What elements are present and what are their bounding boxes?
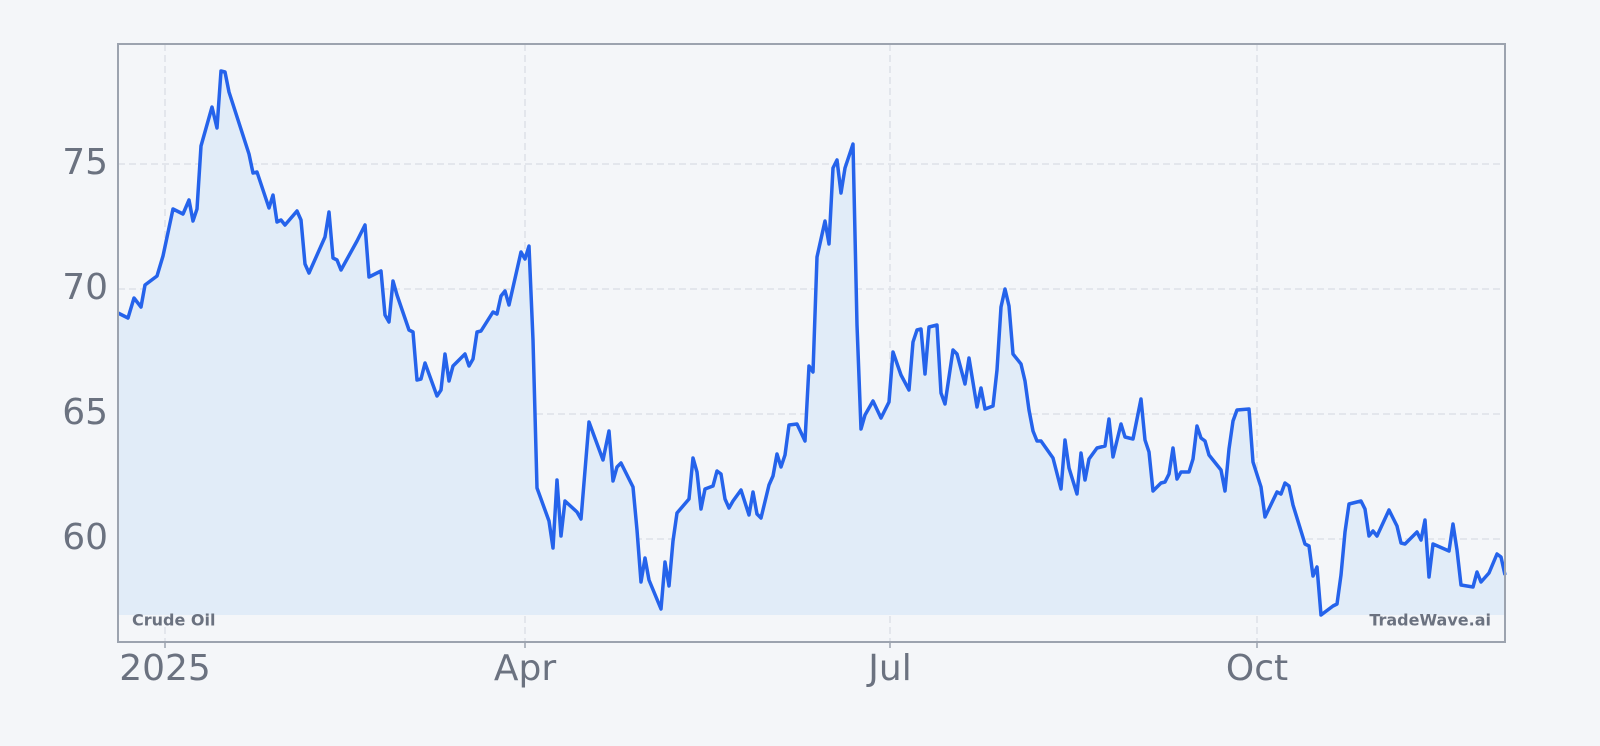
price-line — [117, 69, 1507, 617]
area-fill — [118, 71, 1505, 615]
x-tick-label: Apr — [494, 648, 556, 689]
y-tick-label: 70 — [62, 267, 108, 308]
plot-frame — [117, 43, 1506, 643]
y-tick-label: 60 — [62, 517, 108, 558]
x-tick-label: Oct — [1226, 648, 1288, 689]
series-label: Crude Oil — [132, 611, 215, 630]
x-tick-label: Jul — [866, 648, 911, 689]
x-tick-label: 2025 — [119, 648, 211, 689]
y-tick-label: 65 — [62, 392, 108, 433]
y-tick-label: 75 — [62, 142, 108, 183]
watermark: TradeWave.ai — [1369, 611, 1491, 630]
